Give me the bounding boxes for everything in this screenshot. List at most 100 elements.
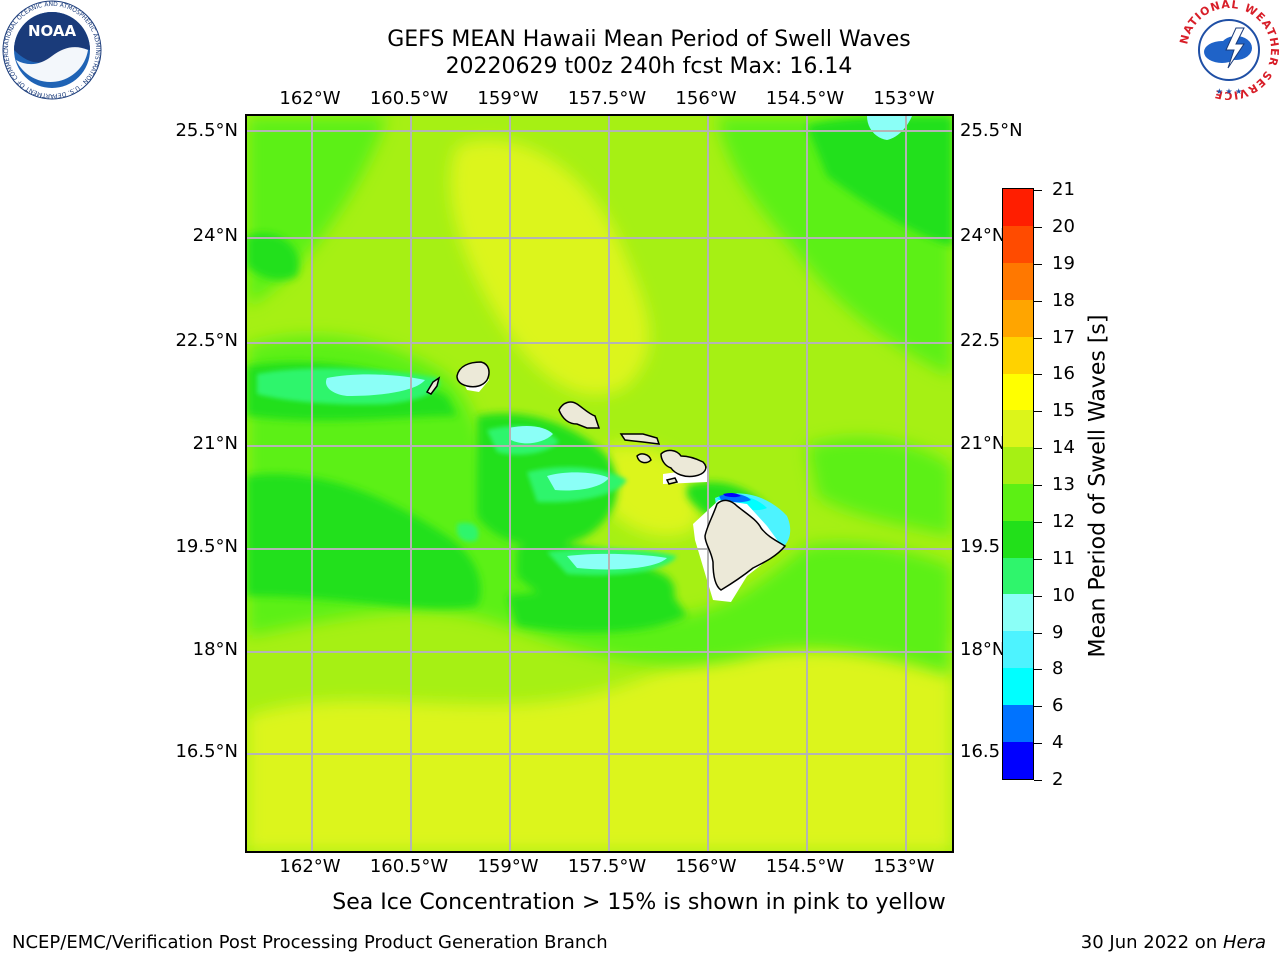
- colorbar-tick-label: 19: [1052, 252, 1075, 274]
- colorbar-tick-label: 11: [1052, 547, 1075, 569]
- colorbar-tick-label: 13: [1052, 474, 1075, 495]
- colorbar-tick: [1034, 411, 1042, 413]
- lat-label-right: 21°N: [960, 433, 1006, 454]
- colorbar-tick: [1034, 190, 1042, 191]
- colorbar-tick-label: 18: [1052, 289, 1075, 311]
- nws-logo: NATIONAL WEATHER SERVICE ★ ★ ★: [1177, 0, 1280, 102]
- colorbar: [1002, 188, 1034, 780]
- lon-label-bottom: 156°W: [675, 856, 737, 877]
- colorbar-tick-label: 12: [1052, 510, 1075, 532]
- lat-label-right: 18°N: [960, 639, 1006, 660]
- colorbar-tick: [1034, 558, 1042, 560]
- colorbar-tick: [1034, 300, 1042, 302]
- colorbar-segment: [1003, 262, 1033, 300]
- colorbar-segment: [1003, 557, 1033, 595]
- colorbar-tick-label: 14: [1052, 437, 1075, 459]
- colorbar-tick: [1034, 706, 1042, 708]
- colorbar-segment: [1003, 483, 1033, 521]
- colorbar-tick: [1034, 374, 1042, 376]
- lat-label-left: 22.5°N: [175, 330, 238, 351]
- colorbar-tick-label: 20: [1052, 215, 1075, 237]
- footer-credit: NCEP/EMC/Verification Post Processing Pr…: [12, 932, 608, 953]
- lat-label-left: 21°N: [192, 433, 238, 454]
- colorbar-title: Mean Period of Swell Waves [s]: [1085, 314, 1111, 658]
- swell-period-field: [247, 116, 952, 851]
- lat-label-right: 19.5: [960, 536, 1001, 557]
- lon-label-bottom: 162°W: [279, 856, 341, 877]
- colorbar-tick-label: 6: [1052, 695, 1064, 717]
- footer-date: 30 Jun 2022 on Hera: [1081, 932, 1266, 953]
- lat-label-right: 25.5°N: [960, 120, 1023, 141]
- lat-label-left: 19.5°N: [175, 536, 238, 557]
- lon-label-top: 156°W: [675, 88, 737, 109]
- lon-label-bottom: 154.5°W: [765, 856, 845, 877]
- colorbar-segment: [1003, 630, 1033, 669]
- sea-ice-caption: Sea Ice Concentration > 15% is shown in …: [332, 890, 946, 915]
- lon-label-top: 154.5°W: [765, 88, 845, 109]
- colorbar-tick: [1034, 337, 1042, 339]
- colorbar-tick-label: 10: [1052, 584, 1075, 606]
- lat-label-right: 16.5: [960, 741, 1001, 762]
- island-hawaii: [704, 499, 787, 591]
- island-lanai: [636, 453, 652, 464]
- colorbar-tick-label: 2: [1052, 769, 1064, 790]
- lon-label-top: 160.5°W: [369, 88, 449, 109]
- colorbar-tick: [1034, 632, 1042, 634]
- chart-title: GEFS MEAN Hawaii Mean Period of Swell Wa…: [387, 27, 911, 52]
- colorbar-segment: [1003, 704, 1033, 742]
- colorbar-segment: [1003, 225, 1033, 264]
- lon-label-bottom: 157.5°W: [567, 856, 647, 877]
- colorbar-segment: [1003, 299, 1033, 337]
- colorbar-tick: [1034, 743, 1042, 745]
- lat-label-right: 22.5: [960, 330, 1001, 351]
- colorbar-segment: [1003, 593, 1033, 632]
- colorbar-tick: [1034, 263, 1042, 265]
- colorbar-tick-label: 21: [1052, 179, 1075, 200]
- colorbar-tick: [1034, 595, 1042, 597]
- lon-label-top: 159°W: [477, 88, 539, 109]
- footer-host: Hera: [1222, 932, 1266, 953]
- lat-label-left: 18°N: [192, 639, 238, 660]
- lon-label-top: 157.5°W: [567, 88, 647, 109]
- lon-label-bottom: 159°W: [477, 856, 539, 877]
- colorbar-tick-label: 8: [1052, 658, 1064, 680]
- field-8-9: [325, 116, 912, 570]
- lon-label-bottom: 160.5°W: [369, 856, 449, 877]
- noaa-logo: NATIONAL OCEANIC AND ATMOSPHERIC ADMINIS…: [0, 0, 104, 100]
- colorbar-segment: [1003, 741, 1033, 779]
- lon-label-top: 162°W: [279, 88, 341, 109]
- svg-text:★ ★ ★: ★ ★ ★: [1216, 87, 1243, 96]
- lon-label-bottom: 153°W: [873, 856, 935, 877]
- colorbar-segment: [1003, 336, 1033, 374]
- colorbar-tick: [1034, 448, 1042, 450]
- colorbar-tick-label: 9: [1052, 621, 1064, 643]
- colorbar-segment: [1003, 373, 1033, 411]
- colorbar-tick-label: 16: [1052, 363, 1075, 385]
- lat-label-left: 24°N: [192, 225, 238, 246]
- colorbar-tick: [1034, 226, 1042, 228]
- colorbar-segment: [1003, 189, 1033, 227]
- colorbar-segment: [1003, 409, 1033, 448]
- chart-subtitle: 20220629 t00z 240h fcst Max: 16.14: [445, 54, 853, 79]
- colorbar-tick-label: 17: [1052, 326, 1075, 348]
- lat-label-left: 25.5°N: [175, 120, 238, 141]
- colorbar-tick: [1034, 485, 1042, 486]
- colorbar-tick-label: 15: [1052, 400, 1075, 422]
- lat-lon-grid: [247, 116, 952, 851]
- island-kahoolawe: [665, 477, 679, 485]
- map-panel: [245, 114, 954, 853]
- footer-date-text: 30 Jun 2022 on: [1080, 932, 1223, 953]
- colorbar-segment: [1003, 446, 1033, 484]
- colorbar-tick: [1034, 780, 1042, 781]
- lat-label-left: 16.5°N: [175, 741, 238, 762]
- island-niihau: [425, 376, 441, 395]
- colorbar-segment: [1003, 667, 1033, 705]
- island-molokai: [619, 433, 661, 445]
- hawaiian-islands: [425, 361, 787, 591]
- lat-label-right: 24°N: [960, 225, 1006, 246]
- noaa-wordmark: NOAA: [28, 22, 77, 40]
- field-13-14: [247, 140, 952, 851]
- colorbar-segment: [1003, 520, 1033, 558]
- island-oahu: [558, 401, 601, 429]
- island-maui: [660, 449, 707, 478]
